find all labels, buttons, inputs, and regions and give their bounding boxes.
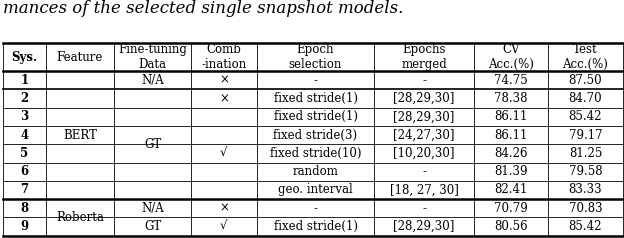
- Text: √: √: [220, 220, 228, 233]
- Text: 7: 7: [21, 183, 29, 196]
- Text: GT: GT: [144, 220, 161, 233]
- Text: 81.39: 81.39: [494, 165, 528, 178]
- Text: mances of the selected single snapshot models.: mances of the selected single snapshot m…: [3, 0, 404, 17]
- Text: ×: ×: [219, 92, 229, 105]
- Text: Comb
-ination: Comb -ination: [201, 43, 246, 71]
- Text: [28,29,30]: [28,29,30]: [393, 110, 455, 123]
- Text: fixed stride(1): fixed stride(1): [273, 92, 358, 105]
- Text: 84.70: 84.70: [568, 92, 602, 105]
- Text: fixed stride(10): fixed stride(10): [270, 147, 361, 160]
- Text: Fine-tuning
Data: Fine-tuning Data: [118, 43, 187, 71]
- Text: 78.38: 78.38: [494, 92, 528, 105]
- Text: ×: ×: [219, 202, 229, 215]
- Text: 79.17: 79.17: [568, 129, 602, 142]
- Text: CV
Acc.(%): CV Acc.(%): [488, 43, 534, 71]
- Text: 85.42: 85.42: [568, 110, 602, 123]
- Text: GT: GT: [144, 138, 161, 151]
- Text: 79.58: 79.58: [568, 165, 602, 178]
- Text: Roberta: Roberta: [56, 211, 104, 224]
- Text: -: -: [422, 202, 426, 215]
- Text: -: -: [313, 74, 318, 87]
- Text: 80.56: 80.56: [494, 220, 528, 233]
- Text: 2: 2: [20, 92, 29, 105]
- Text: Epochs
merged: Epochs merged: [401, 43, 447, 71]
- Text: N/A: N/A: [141, 202, 164, 215]
- Text: 86.11: 86.11: [494, 129, 528, 142]
- Text: [24,27,30]: [24,27,30]: [393, 129, 455, 142]
- Text: -: -: [313, 202, 318, 215]
- Text: Test
Acc.(%): Test Acc.(%): [562, 43, 608, 71]
- Text: 8: 8: [21, 202, 29, 215]
- Text: Epoch
selection: Epoch selection: [289, 43, 342, 71]
- Text: 4: 4: [21, 129, 29, 142]
- Text: [28,29,30]: [28,29,30]: [393, 92, 455, 105]
- Text: -: -: [422, 74, 426, 87]
- Text: N/A: N/A: [141, 74, 164, 87]
- Text: 83.33: 83.33: [568, 183, 602, 196]
- Text: 70.79: 70.79: [494, 202, 528, 215]
- Text: 86.11: 86.11: [494, 110, 528, 123]
- Text: 81.25: 81.25: [569, 147, 602, 160]
- Text: -: -: [422, 165, 426, 178]
- Text: √: √: [220, 147, 228, 160]
- Text: 84.26: 84.26: [494, 147, 528, 160]
- Text: [28,29,30]: [28,29,30]: [393, 220, 455, 233]
- Text: 87.50: 87.50: [568, 74, 602, 87]
- Text: 6: 6: [21, 165, 29, 178]
- Text: random: random: [293, 165, 338, 178]
- Text: 5: 5: [21, 147, 29, 160]
- Text: fixed stride(3): fixed stride(3): [273, 129, 358, 142]
- Text: 82.41: 82.41: [494, 183, 528, 196]
- Text: Feature: Feature: [57, 50, 103, 64]
- Text: Sys.: Sys.: [11, 50, 37, 64]
- Text: 70.83: 70.83: [568, 202, 602, 215]
- Text: 85.42: 85.42: [568, 220, 602, 233]
- Text: 1: 1: [21, 74, 29, 87]
- Text: geo. interval: geo. interval: [278, 183, 353, 196]
- Text: fixed stride(1): fixed stride(1): [273, 220, 358, 233]
- Text: ×: ×: [219, 74, 229, 87]
- Text: [18, 27, 30]: [18, 27, 30]: [389, 183, 459, 196]
- Text: fixed stride(1): fixed stride(1): [273, 110, 358, 123]
- Text: 74.75: 74.75: [494, 74, 528, 87]
- Text: [10,20,30]: [10,20,30]: [393, 147, 455, 160]
- Text: BERT: BERT: [63, 129, 97, 142]
- Text: 3: 3: [20, 110, 29, 123]
- Text: 9: 9: [21, 220, 29, 233]
